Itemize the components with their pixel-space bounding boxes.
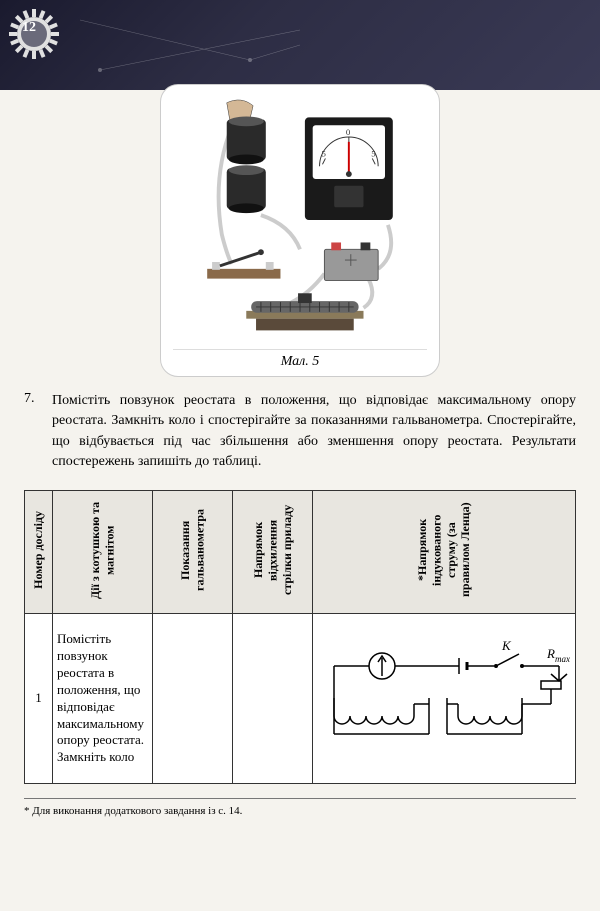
figure-frame: 5 0 5 <box>160 84 440 377</box>
svg-text:K: K <box>501 638 512 653</box>
apparatus-diagram: 5 0 5 <box>173 95 427 345</box>
figure-caption: Мал. 5 <box>173 349 427 372</box>
th-direction: Напрямок відхилення стрілки приладу <box>233 491 313 614</box>
th-num: Номер досліду <box>25 491 53 614</box>
experiment-table: Номер досліду Дії з котушкою та магнітом… <box>24 490 576 784</box>
table-row: 1 Помістіть повзунок реостата в положенн… <box>25 614 576 784</box>
cell-num: 1 <box>25 614 53 784</box>
th-action: Дії з котушкою та магнітом <box>53 491 153 614</box>
instruction-number: 7. <box>24 391 42 472</box>
cell-circuit: K Rmax <box>313 614 576 784</box>
page-number: 12 <box>22 20 36 36</box>
page-header: 12 <box>0 0 600 90</box>
circuit-diagram: K Rmax <box>317 636 571 756</box>
svg-text:5: 5 <box>321 149 326 159</box>
cell-action: Помістіть повзунок реостата в положення,… <box>53 614 153 784</box>
th-induced: *Напрямок індукованого струму (за правил… <box>313 491 576 614</box>
cell-direction <box>233 614 313 784</box>
instruction-block: 7. Помістіть повзунок реостата в положен… <box>24 391 576 472</box>
page-content: 5 0 5 <box>0 84 600 827</box>
svg-text:Rmax: Rmax <box>546 646 570 664</box>
cell-reading <box>153 614 233 784</box>
th-reading: Показання гальванометра <box>153 491 233 614</box>
svg-text:0: 0 <box>346 127 351 137</box>
instruction-text: Помістіть повзунок реостата в положення,… <box>52 391 576 472</box>
svg-text:5: 5 <box>371 149 376 159</box>
footnote: * Для виконання додаткового завдання із … <box>24 798 576 817</box>
